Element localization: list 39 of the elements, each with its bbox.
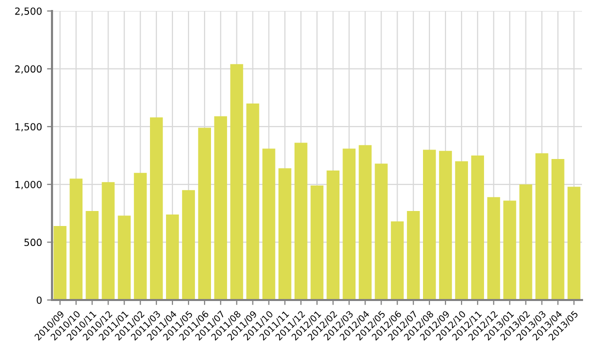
bar [198, 128, 211, 300]
bar [551, 158, 564, 300]
bar [535, 153, 548, 300]
bar [102, 182, 115, 300]
bar [246, 103, 260, 300]
bar [134, 172, 147, 300]
bar [294, 142, 308, 300]
bar [326, 170, 340, 300]
y-tick-label: 2,000 [15, 65, 42, 74]
bar [471, 156, 484, 300]
bar [423, 150, 436, 300]
bar [150, 117, 163, 300]
bar [262, 148, 276, 300]
bar [118, 216, 131, 300]
bar [342, 148, 356, 300]
bar [182, 190, 195, 300]
bar [86, 210, 99, 300]
y-tick-label: 1,000 [16, 180, 42, 190]
bar [487, 197, 500, 300]
bar [455, 161, 468, 300]
bar [406, 210, 420, 300]
y-tick-label: 500 [24, 238, 42, 246]
bar [278, 168, 292, 300]
y-tick-label: 1,500 [16, 123, 42, 132]
bar [310, 186, 324, 300]
bar [230, 64, 244, 300]
bar [374, 164, 388, 300]
bar [214, 116, 228, 300]
y-tick-label: 0 [36, 296, 42, 304]
bar [54, 226, 66, 300]
bar [439, 150, 452, 300]
y-tick-label: 2,500 [15, 7, 42, 16]
bar [568, 186, 580, 300]
bar [503, 200, 516, 300]
bar [358, 145, 372, 300]
bar [390, 221, 404, 300]
bar [166, 214, 179, 300]
bar [70, 178, 83, 300]
bar [519, 184, 532, 300]
